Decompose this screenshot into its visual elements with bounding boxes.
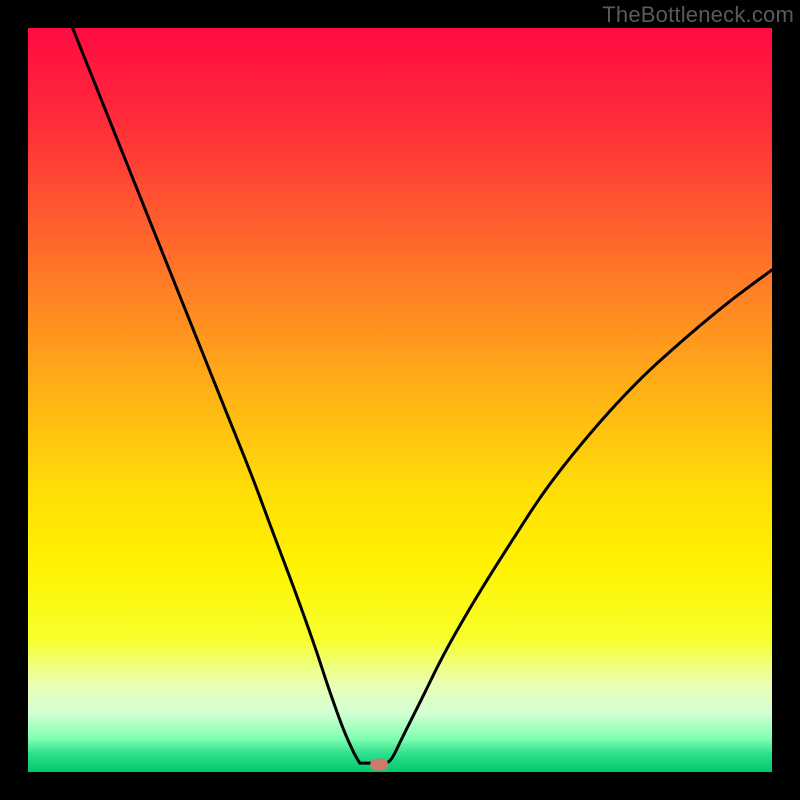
optimal-point-marker: [370, 759, 388, 771]
watermark-text: TheBottleneck.com: [602, 2, 794, 28]
bottleneck-chart: [0, 0, 800, 800]
plot-background: [28, 28, 772, 772]
